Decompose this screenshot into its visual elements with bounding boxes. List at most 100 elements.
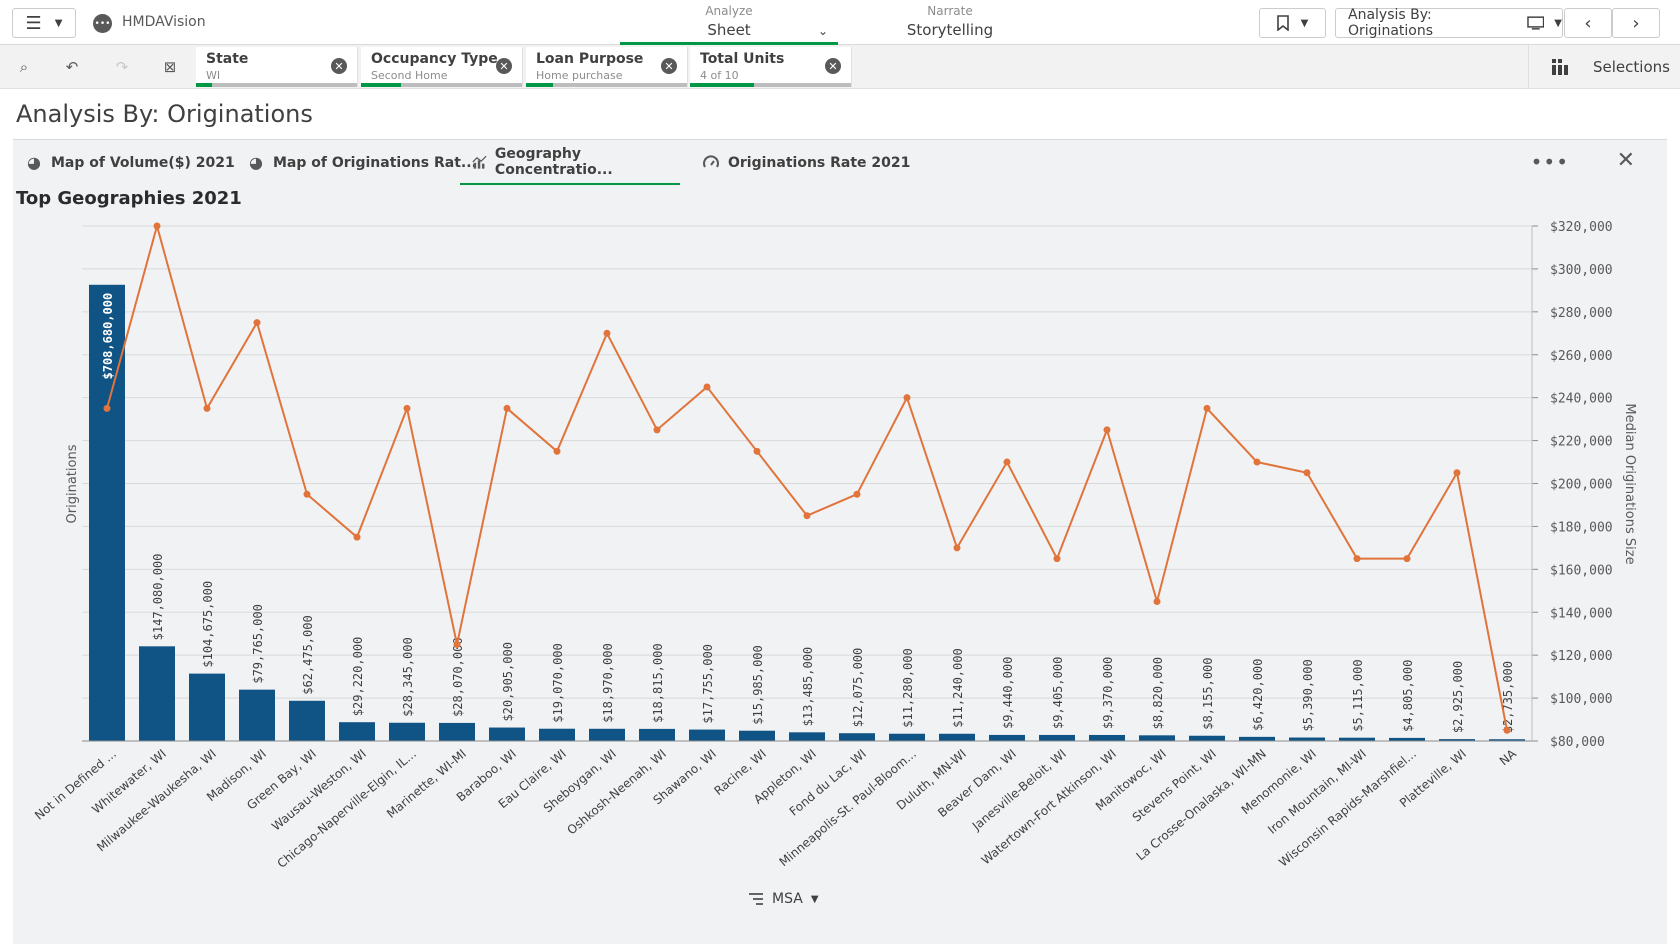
line-point-26[interactable] (1403, 555, 1411, 563)
bar-8[interactable] (489, 727, 525, 741)
bar-16[interactable] (889, 733, 925, 741)
line-point-23[interactable] (1253, 458, 1261, 466)
analyze-sheet-tab[interactable]: Analyze Sheet ⌄ (620, 4, 838, 45)
smart-search-tool[interactable]: ⌕ (12, 55, 36, 79)
next-sheet-button[interactable]: › (1612, 8, 1660, 38)
clear-chip-icon[interactable]: ✕ (825, 58, 841, 74)
narrate-storytelling-tab[interactable]: Narrate Storytelling (880, 4, 1020, 39)
selection-chip-total-units[interactable]: Total Units 4 of 10 ✕ (690, 47, 852, 87)
bar-27[interactable] (1439, 739, 1475, 741)
selection-chip-loan-purpose[interactable]: Loan Purpose Home purchase ✕ (526, 47, 688, 87)
line-point-6[interactable] (403, 404, 411, 412)
bar-4[interactable] (289, 700, 325, 741)
line-point-13[interactable] (753, 447, 761, 455)
bookmarks-button[interactable]: ▼ (1259, 8, 1326, 38)
bar-data-label: $28,070,000 (451, 637, 465, 716)
close-icon[interactable]: ✕ (1616, 148, 1635, 173)
bar-19[interactable] (1039, 734, 1075, 741)
line-point-25[interactable] (1353, 555, 1361, 563)
bar-5[interactable] (339, 722, 375, 741)
clear-selections-tool[interactable]: ⊠ (158, 55, 182, 79)
line-point-18[interactable] (1003, 458, 1011, 466)
chip-progress (361, 83, 522, 87)
bar-9[interactable] (539, 728, 575, 741)
tab-map-of-originations-rate[interactable]: ◕ Map of Originations Rat... (235, 140, 489, 185)
y2-tick-label: $260,000 (1550, 349, 1613, 364)
selection-chip-occupancy-type[interactable]: Occupancy Type Second Home ✕ (361, 47, 523, 87)
selection-chip-state[interactable]: State WI ✕ (196, 47, 358, 87)
line-point-19[interactable] (1053, 555, 1061, 563)
line-point-5[interactable] (353, 533, 361, 541)
chevron-down-icon[interactable]: ⌄ (817, 24, 828, 38)
y2-tick-label: $280,000 (1550, 306, 1613, 321)
x-tick-label: Oshkosh-Neenah, WI (564, 747, 669, 838)
line-point-27[interactable] (1453, 469, 1461, 477)
bar-1[interactable] (139, 646, 175, 741)
chevron-down-icon: ▼ (1300, 17, 1309, 29)
tab-originations-rate[interactable]: Originations Rate 2021 (690, 140, 922, 185)
line-point-28[interactable] (1503, 726, 1511, 734)
tab-map-of-volume[interactable]: ◕ Map of Volume($) 2021 (13, 140, 247, 185)
bar-26[interactable] (1389, 737, 1425, 741)
bar-11[interactable] (639, 728, 675, 741)
bar-12[interactable] (689, 729, 725, 741)
line-point-24[interactable] (1303, 469, 1311, 477)
navigation-menu-button[interactable]: ☰ ▼ (12, 8, 76, 38)
line-point-2[interactable] (203, 404, 211, 412)
line-point-20[interactable] (1103, 426, 1111, 434)
line-point-21[interactable] (1153, 598, 1161, 606)
bar-data-label: $20,905,000 (501, 642, 515, 721)
line-point-1[interactable] (153, 222, 161, 230)
app-name[interactable]: HMDAVision (122, 14, 206, 30)
line-point-0[interactable] (103, 404, 111, 412)
bar-data-label: $79,765,000 (251, 604, 265, 683)
line-point-8[interactable] (503, 404, 511, 412)
tab-geography-concentration[interactable]: Geography Concentratio... (460, 140, 680, 185)
line-point-16[interactable] (903, 394, 911, 402)
dimension-selector[interactable]: MSA ▼ (748, 891, 819, 907)
line-point-4[interactable] (303, 490, 311, 498)
step-forward-tool[interactable]: ↷ (110, 55, 134, 79)
line-point-12[interactable] (703, 383, 711, 391)
more-options-icon[interactable]: ••• (1530, 150, 1569, 174)
bar-2[interactable] (189, 673, 225, 741)
line-point-7[interactable] (453, 640, 461, 648)
step-back-tool[interactable]: ↶ (60, 55, 84, 79)
bar-18[interactable] (989, 734, 1025, 741)
clear-chip-icon[interactable]: ✕ (661, 58, 677, 74)
bar-22[interactable] (1189, 735, 1225, 741)
line-point-10[interactable] (603, 329, 611, 337)
clear-chip-icon[interactable]: ✕ (331, 58, 347, 74)
bar-14[interactable] (789, 732, 825, 741)
bar-28[interactable] (1489, 739, 1525, 741)
bar-7[interactable] (439, 722, 475, 741)
selections-tool-button[interactable]: Selections (1528, 45, 1680, 89)
bar-23[interactable] (1239, 736, 1275, 741)
y2-tick-label: $80,000 (1550, 735, 1605, 750)
bar-data-label: $28,345,000 (401, 637, 415, 716)
clear-chip-icon[interactable]: ✕ (496, 58, 512, 74)
previous-sheet-button[interactable]: ‹ (1564, 8, 1612, 38)
bookmark-icon (1276, 15, 1289, 31)
line-point-11[interactable] (653, 426, 661, 434)
bar-13[interactable] (739, 730, 775, 741)
line-point-15[interactable] (853, 490, 861, 498)
sheet-selector-button[interactable]: Analysis By: Originations ▼ (1335, 7, 1563, 39)
bar-17[interactable] (939, 733, 975, 741)
bar-21[interactable] (1139, 735, 1175, 741)
bar-0[interactable] (89, 284, 125, 741)
bar-20[interactable] (1089, 734, 1125, 741)
line-point-14[interactable] (803, 512, 811, 520)
line-point-22[interactable] (1203, 404, 1211, 412)
line-point-17[interactable] (953, 544, 961, 552)
bar-data-label: $708,680,000 (101, 293, 115, 380)
bar-3[interactable] (239, 689, 275, 741)
bar-25[interactable] (1339, 737, 1375, 741)
line-point-3[interactable] (253, 319, 261, 327)
line-point-9[interactable] (553, 447, 561, 455)
bar-6[interactable] (389, 722, 425, 741)
bar-10[interactable] (589, 728, 625, 741)
bar-15[interactable] (839, 733, 875, 741)
bar-24[interactable] (1289, 737, 1325, 741)
